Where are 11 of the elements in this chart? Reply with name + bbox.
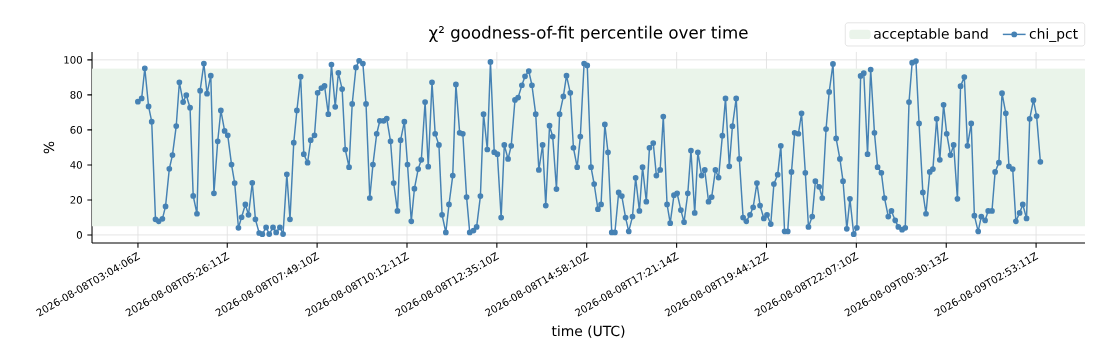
y-tick-label: 60: [70, 126, 82, 134]
y-axis-title: %: [43, 141, 55, 154]
legend-label: chi_pct: [1029, 28, 1078, 42]
y-tick-label: 40: [70, 161, 82, 169]
legend-label: acceptable band: [874, 28, 988, 42]
y-tick-label: 80: [70, 91, 82, 99]
chart-title: χ² goodness-of-fit percentile over time: [429, 25, 748, 42]
y-tick-label: 0: [76, 231, 82, 239]
y-tick-label: 100: [64, 56, 82, 64]
x-axis-title: time (UTC): [551, 325, 625, 338]
y-tick-label: 20: [70, 196, 82, 204]
